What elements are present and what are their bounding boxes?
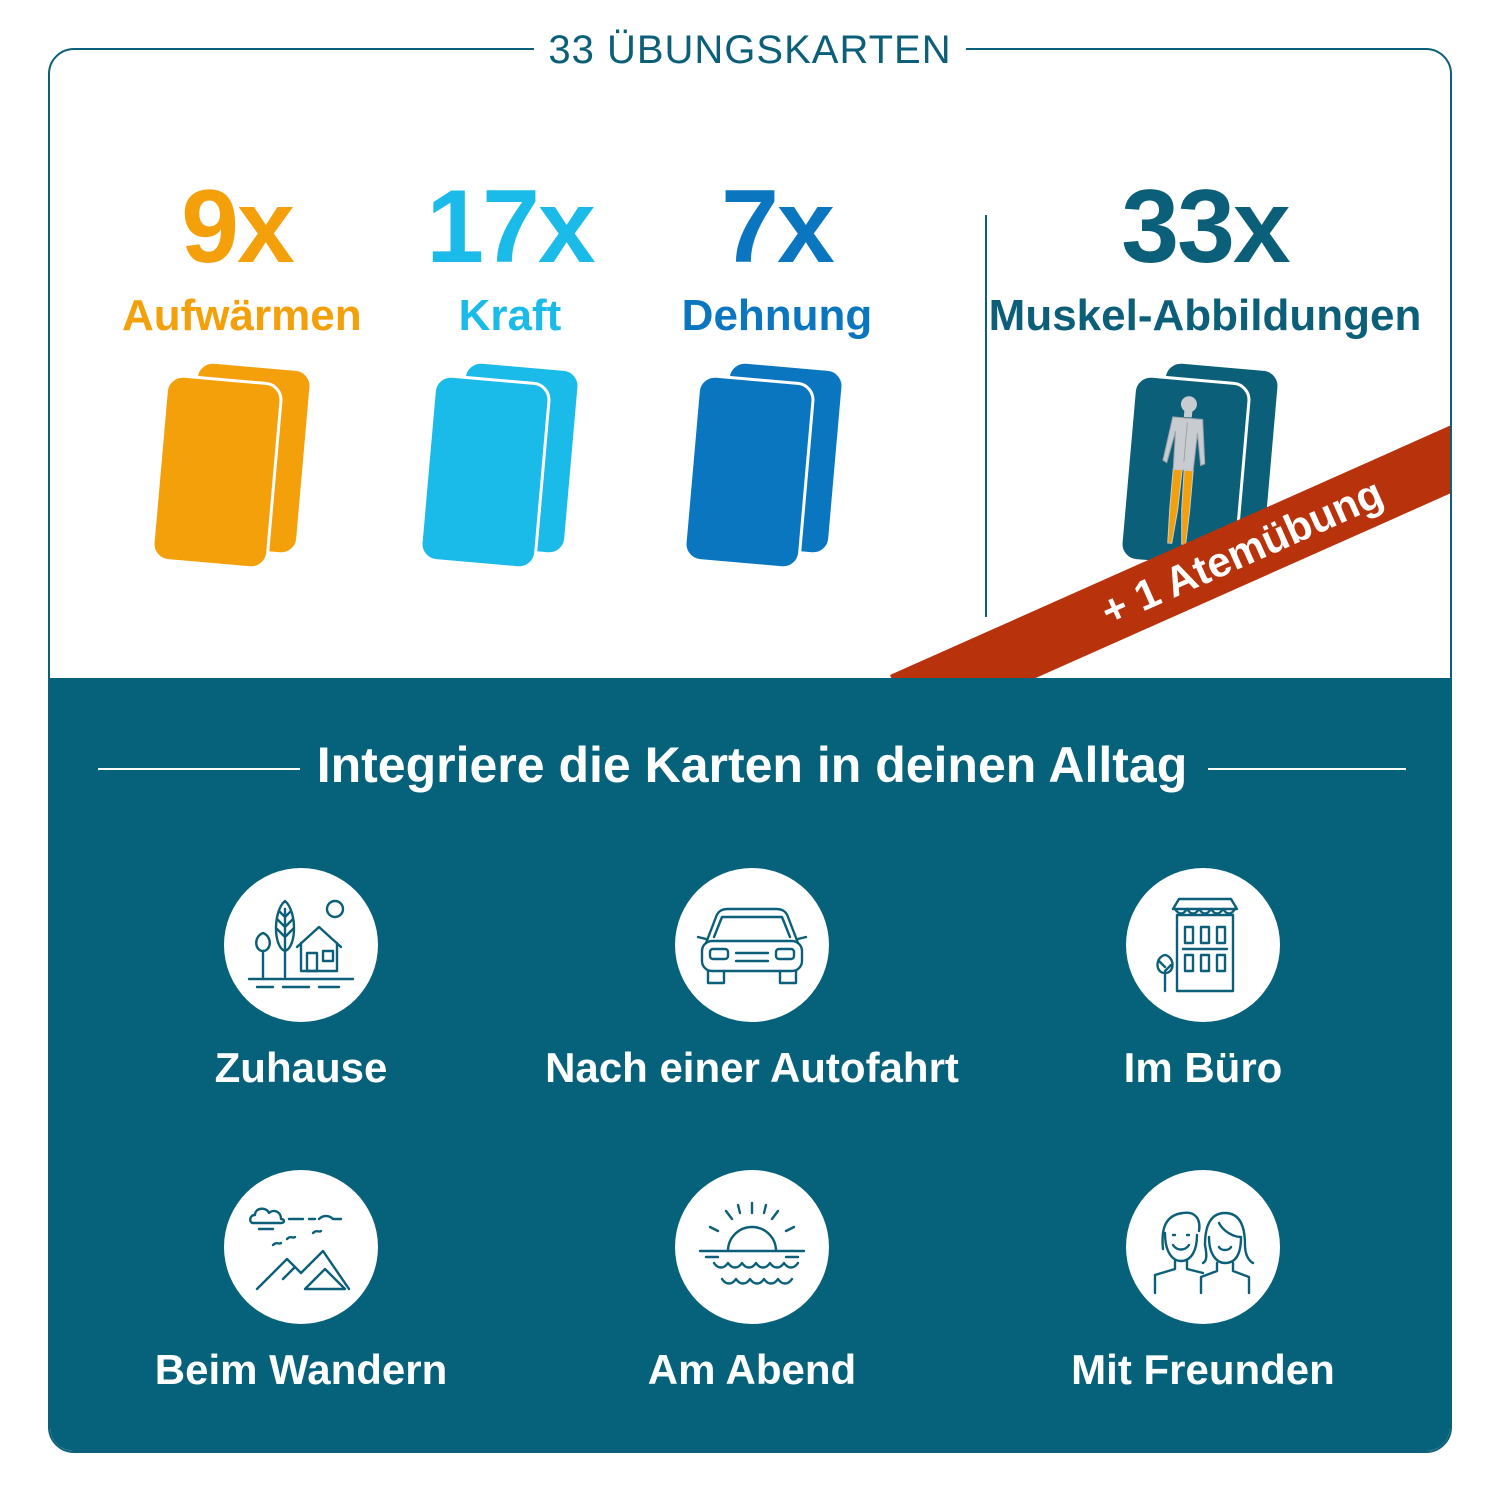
infographic-frame: 9x Aufwärmen 17x Kraft 7x Dehnung 33x Mu… (48, 48, 1452, 1453)
item-hiking: Beim Wandern (76, 1170, 526, 1394)
item-hiking-label: Beim Wandern (154, 1346, 448, 1393)
vertical-divider (985, 215, 987, 617)
stat-warmup-number: 9x (181, 169, 295, 285)
item-friends-label: Mit Freunden (1071, 1346, 1335, 1393)
usage-section: Integriere die Karten in deinen Alltag Z… (50, 678, 1450, 1451)
stat-stretch-number: 7x (721, 169, 835, 285)
item-friends: Mit Freunden (978, 1170, 1428, 1394)
item-home-label: Zuhause (214, 1044, 388, 1091)
stat-stretch: 7x Dehnung (662, 175, 892, 341)
stat-stretch-label: Dehnung (681, 291, 873, 340)
stat-muscles-number: 33x (1121, 169, 1291, 285)
item-car: Nach einer Autofahrt (527, 868, 977, 1092)
item-evening-label: Am Abend (647, 1346, 857, 1393)
stat-strength-number: 17x (426, 169, 596, 285)
stat-strength: 17x Kraft (395, 175, 625, 341)
section-title: Integriere die Karten in deinen Alltag (316, 737, 1188, 793)
stat-strength-label: Kraft (458, 291, 562, 340)
item-home: Zuhause (76, 868, 526, 1092)
muscle-figure-icon (1162, 396, 1206, 546)
title-line-right (1208, 768, 1406, 770)
stat-muscles: 33x Muskel-Abbildungen (985, 175, 1425, 341)
friends-icon (1153, 1211, 1255, 1295)
stat-muscles-label: Muskel-Abbildungen (988, 291, 1422, 340)
sunset-icon (698, 1201, 806, 1285)
item-evening: Am Abend (527, 1170, 977, 1394)
office-building-icon (1156, 897, 1239, 993)
car-icon (696, 907, 808, 985)
item-car-label: Nach einer Autofahrt (545, 1044, 959, 1091)
item-office: Im Büro (978, 868, 1428, 1092)
item-office-label: Im Büro (1123, 1044, 1283, 1091)
house-landscape-icon (247, 899, 355, 989)
title-line-left (98, 768, 300, 770)
stat-warmup-label: Aufwärmen (122, 291, 362, 340)
mountains-icon (249, 1207, 351, 1291)
stat-warmup: 9x Aufwärmen (122, 169, 362, 341)
